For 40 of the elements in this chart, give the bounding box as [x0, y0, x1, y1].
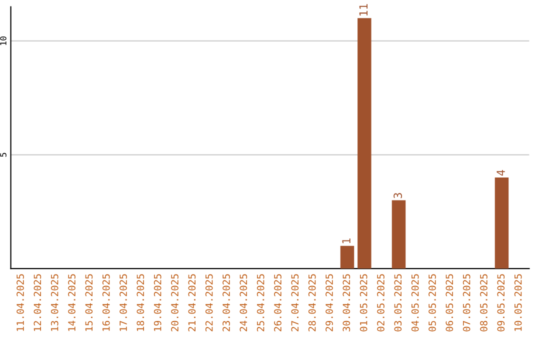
x-tick-label: 19.04.2025 — [154, 274, 162, 331]
x-tick-label: 08.05.2025 — [480, 274, 488, 332]
x-tick-label: 09.05.2025 — [497, 274, 505, 332]
x-tick-label: 05.05.2025 — [428, 274, 436, 332]
x-tick-label: 20.04.2025 — [171, 274, 178, 332]
x-tick-label: 30.04.2025 — [342, 274, 350, 332]
x-tick-label: 26.04.2025 — [274, 274, 282, 332]
data-label: 1 — [342, 238, 350, 244]
x-tick-label: 16.04.2025 — [102, 274, 110, 331]
x-tick-label: 07.05.2025 — [462, 274, 470, 332]
x-tick-label: 02.05.2025 — [377, 274, 384, 332]
x-tick-label: 27.04.2025 — [291, 274, 299, 332]
x-tick-label: 01.05.2025 — [360, 274, 368, 332]
bar — [358, 18, 372, 269]
x-tick-label: 18.04.2025 — [136, 274, 144, 331]
data-label: 3 — [394, 193, 402, 198]
x-tick-label: 06.05.2025 — [446, 274, 454, 332]
x-tick-label: 29.04.2025 — [326, 274, 333, 332]
bar — [392, 200, 406, 269]
y-tick-label: 10 — [0, 36, 6, 45]
x-tick-label: 28.04.2025 — [308, 274, 316, 332]
data-label: 4 — [496, 170, 505, 176]
x-tick-label: 23.04.2025 — [222, 274, 230, 332]
x-tick-label: 21.04.2025 — [188, 274, 196, 332]
x-tick-label: 17.04.2025 — [120, 274, 127, 331]
y-tick-label: 5 — [0, 152, 6, 157]
x-tick-label: 10.05.2025 — [514, 274, 522, 331]
x-tick-label: 03.05.2025 — [394, 274, 402, 332]
x-tick-label: 25.04.2025 — [256, 274, 264, 332]
x-tick-label: 13.04.2025 — [50, 274, 58, 331]
x-tick-label: 04.05.2025 — [411, 274, 419, 332]
x-tick-label: 22.04.2025 — [205, 274, 213, 332]
data-label: 11 — [359, 4, 368, 16]
x-tick-label: 24.04.2025 — [240, 274, 248, 332]
x-tick-label: 14.04.2025 — [68, 274, 76, 331]
x-tick-label: 12.04.2025 — [34, 274, 42, 331]
x-tick-label: 11.04.2025 — [16, 274, 24, 331]
bar — [340, 246, 354, 269]
x-tick-label: 15.04.2025 — [85, 274, 93, 331]
bar — [494, 178, 509, 269]
